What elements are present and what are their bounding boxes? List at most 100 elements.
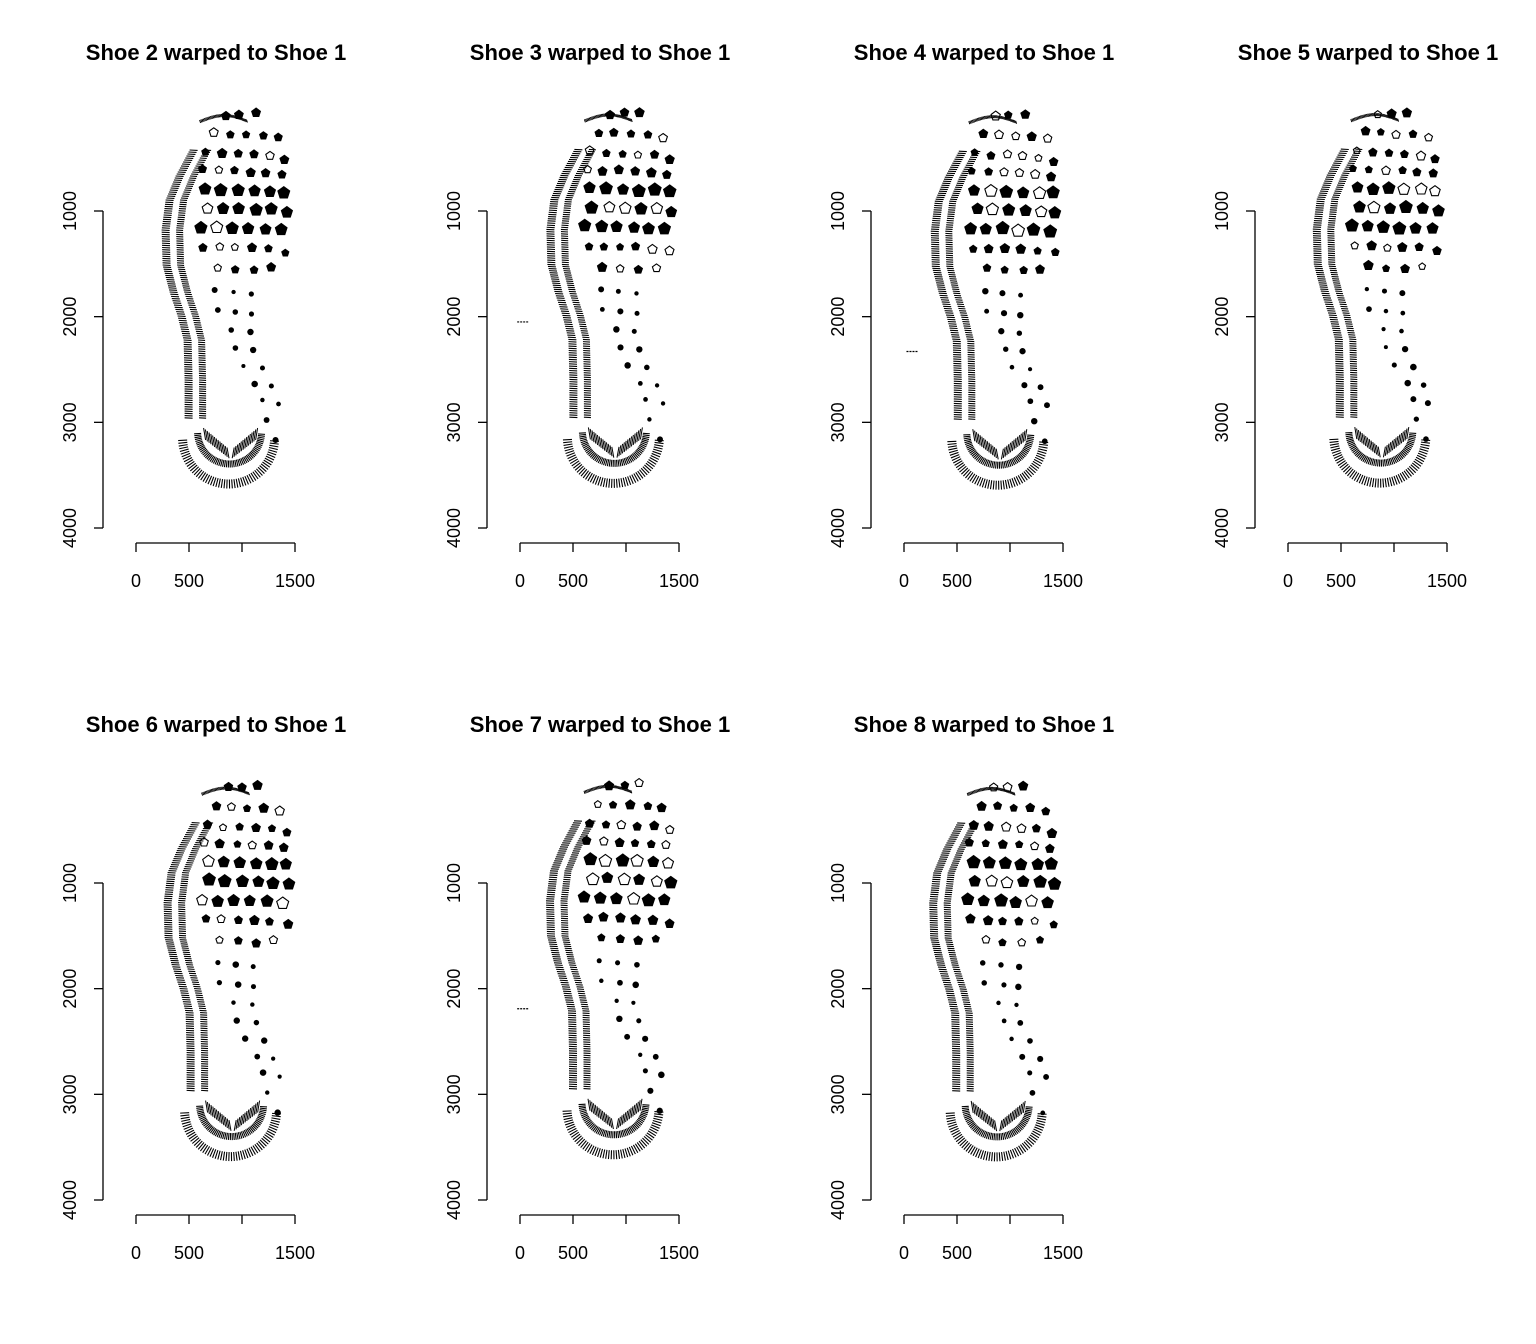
heel-band-mark: [240, 477, 244, 487]
x-tick-label: 0: [131, 1243, 141, 1263]
heel-chevron-mark: [627, 437, 631, 450]
tread-dot: [1000, 876, 1014, 889]
toe-arc-mark: [1369, 113, 1372, 117]
heel-band-mark: [198, 446, 206, 451]
tread-dot: [249, 346, 257, 354]
tread-dot: [584, 242, 594, 251]
heel-chevron-mark: [226, 1118, 230, 1130]
toe-arc-mark: [625, 788, 628, 792]
heel-chevron-mark: [1002, 1117, 1006, 1129]
heel-band-mark: [1018, 1145, 1024, 1154]
heel-band-mark: [959, 1139, 967, 1147]
heel-chevron-mark: [988, 442, 992, 454]
tread-dot: [1392, 221, 1407, 235]
heel-chevron-mark: [604, 440, 608, 453]
toe-arc-mark: [220, 786, 223, 791]
tread-dot: [967, 166, 976, 175]
toe-arc-mark: [594, 115, 597, 119]
heel-band-mark: [1407, 467, 1415, 475]
tread-dot: [1399, 199, 1413, 214]
toe-arc-mark: [1004, 116, 1007, 121]
tread-dot: [988, 782, 999, 792]
tread-dot: [996, 1000, 1001, 1006]
heel-band-mark: [572, 1133, 581, 1140]
tread-dot: [282, 827, 292, 837]
heel-band-mark: [1386, 477, 1390, 487]
heel-band-mark: [240, 1131, 245, 1139]
toe-arc-mark: [213, 788, 216, 792]
heel-band-mark: [629, 475, 634, 485]
heel-chevron-mark: [977, 433, 981, 446]
heel-chevron-mark: [984, 439, 988, 452]
heel-band-mark: [959, 465, 967, 473]
heel-band-mark: [215, 478, 219, 487]
heel-band-mark: [651, 1124, 660, 1129]
heel-band-mark: [267, 451, 277, 456]
tread-dot: [1401, 107, 1413, 118]
heel-band-mark: [635, 472, 642, 481]
heel-band-mark: [1017, 475, 1024, 484]
heel-band-mark: [580, 1140, 587, 1148]
toe-arc-mark: [983, 115, 986, 120]
toe-arc-mark: [596, 786, 599, 790]
heel-band-mark: [1021, 1142, 1029, 1151]
x-tick-label: 1500: [659, 1243, 699, 1263]
tread-dot: [241, 1035, 249, 1042]
heel-band-mark: [1401, 471, 1408, 480]
heel-band-mark: [197, 1113, 205, 1117]
tread-dot: [249, 857, 263, 870]
toe-arc-mark: [583, 119, 586, 123]
tread-dot: [656, 802, 667, 813]
tread-dot: [658, 132, 669, 143]
tread-dot: [1400, 263, 1410, 274]
tread-dot: [1428, 168, 1438, 178]
tread-dot: [997, 839, 1008, 849]
heel-band-mark: [183, 457, 193, 463]
heel-band-mark: [650, 1126, 659, 1132]
tread-dot: [223, 781, 234, 791]
heel-chevron-mark: [595, 433, 599, 446]
heel-chevron-mark: [217, 439, 221, 452]
heel-band-mark: [1398, 452, 1404, 460]
heel-band-mark: [962, 469, 970, 477]
heel-band-mark: [580, 1112, 588, 1117]
heel-chevron-mark: [231, 447, 235, 459]
heel-chevron-mark: [637, 1100, 641, 1113]
tread-dot: [194, 220, 208, 234]
toe-arc-mark: [207, 116, 210, 121]
tread-dot: [634, 291, 639, 296]
heel-band-mark: [962, 1111, 970, 1115]
heel-band-mark: [640, 467, 648, 476]
heel-band-mark: [234, 1132, 237, 1140]
tread-dot: [1413, 416, 1420, 422]
heel-band-mark: [237, 1132, 241, 1140]
tread-dot: [277, 169, 287, 179]
tread-dot: [1015, 963, 1023, 971]
heel-band-mark: [1330, 447, 1340, 452]
heel-band-mark: [200, 1118, 208, 1124]
tread-dot: [1009, 364, 1015, 370]
heel-chevron-mark: [223, 1115, 227, 1127]
tread-dot: [1042, 133, 1053, 143]
heel-chevron-mark: [598, 436, 602, 448]
heel-chevron-mark: [233, 445, 237, 457]
heel-band-mark: [197, 1142, 205, 1150]
heel-band-mark: [1012, 457, 1017, 465]
tread-dot: [198, 242, 208, 252]
heel-band-mark: [223, 460, 227, 468]
toe-arc-mark: [235, 787, 238, 792]
tread-dot: [602, 148, 611, 158]
heel-band-mark: [651, 1122, 661, 1127]
heel-band-mark: [641, 1110, 649, 1114]
toe-arc-mark: [624, 116, 627, 120]
tread-dot: [260, 168, 271, 178]
heel-band-mark: [991, 461, 994, 469]
tread-dot: [599, 978, 604, 984]
tread-dot: [633, 150, 643, 159]
tread-dot: [1386, 108, 1397, 119]
heel-band-mark: [1034, 1126, 1043, 1131]
heel-chevron-mark: [246, 1109, 250, 1122]
heel-band-mark: [1332, 451, 1342, 457]
heel-band-mark: [951, 1129, 960, 1136]
tread-dot: [632, 981, 639, 989]
